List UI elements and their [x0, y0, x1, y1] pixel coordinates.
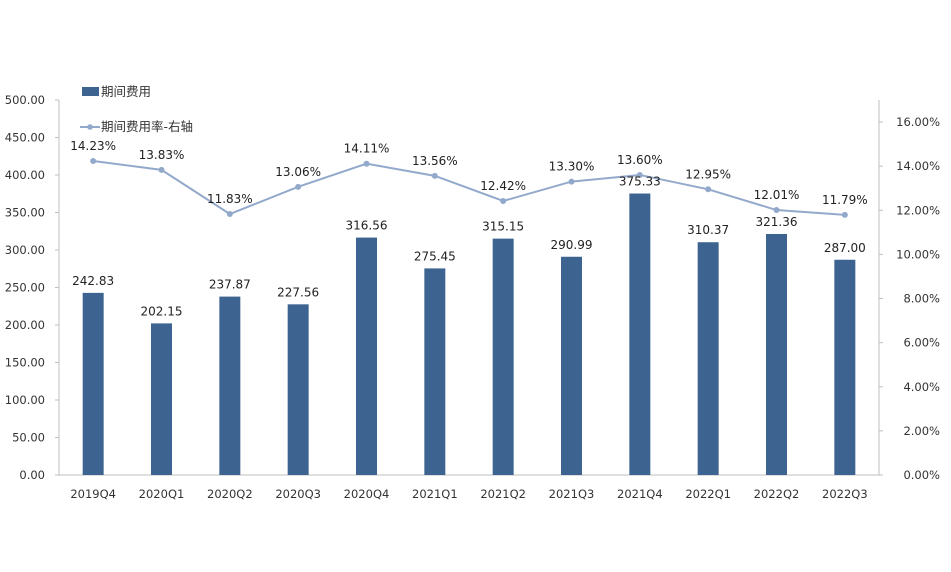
legend-line-marker — [87, 124, 93, 130]
left-tick-label: 50.00 — [12, 431, 45, 445]
rate-value-label: 13.56% — [412, 154, 458, 168]
rate-value-label: 14.23% — [70, 139, 116, 153]
rate-point — [705, 186, 712, 193]
data-labels: 242.83 202.15 237.87 227.56 316.56 275.45 315.… — [70, 139, 867, 318]
rate-value-label: 12.01% — [754, 188, 800, 202]
rate-value-label: 13.30% — [549, 160, 595, 174]
bar — [424, 268, 446, 475]
left-tick-label: 150.00 — [5, 356, 45, 370]
bar — [287, 304, 309, 475]
rate-point — [363, 160, 370, 167]
bar — [766, 233, 787, 475]
bar — [561, 256, 582, 475]
rate-line — [93, 160, 845, 216]
legend-bar-swatch — [82, 87, 99, 96]
bar-value-label: 316.56 — [346, 219, 388, 233]
x-tick-label: 2020Q1 — [139, 487, 185, 501]
rate-value-label: 13.06% — [275, 165, 321, 179]
right-tick-label: 10.00% — [896, 247, 940, 261]
rate-value-label: 12.42% — [480, 179, 526, 193]
bar-value-label: 315.15 — [482, 220, 524, 234]
rate-value-label: 13.60% — [617, 153, 663, 167]
left-tick-label: 100.00 — [5, 393, 45, 407]
bar-value-label: 227.56 — [277, 285, 319, 299]
x-tick-label: 2022Q1 — [685, 487, 731, 501]
bar-value-label: 321.36 — [756, 215, 798, 229]
rate-point — [90, 158, 97, 165]
x-tick-label: 2021Q1 — [412, 487, 458, 501]
bar-series — [82, 193, 856, 475]
rate-point — [636, 171, 643, 178]
left-tick-label: 350.00 — [5, 206, 45, 220]
left-tick-label: 0.00 — [19, 468, 45, 482]
bar-value-label: 290.99 — [551, 238, 593, 252]
bar — [697, 242, 719, 475]
left-tick-label: 200.00 — [5, 318, 45, 332]
bar — [151, 323, 172, 475]
bar-value-label: 275.45 — [414, 249, 456, 263]
bar-value-label: 242.83 — [72, 274, 114, 288]
rate-point — [568, 178, 575, 185]
bar — [219, 296, 241, 475]
right-tick-label: 8.00% — [903, 292, 940, 306]
right-tick-label: 4.00% — [903, 380, 940, 394]
rate-point — [841, 211, 848, 218]
legend-line-label: 期间费用率-右轴 — [101, 119, 193, 134]
rate-point — [431, 172, 438, 179]
bar — [834, 259, 856, 475]
rate-value-label: 14.11% — [344, 142, 390, 156]
rate-value-label: 11.83% — [207, 192, 253, 206]
bar — [629, 193, 651, 475]
left-axis: 0.00 50.00 100.00 150.00 200.00 250.00 300.00 3… — [5, 93, 60, 482]
x-tick-label: 2022Q3 — [822, 487, 868, 501]
bar-value-label: 287.00 — [824, 241, 866, 255]
left-tick-label: 400.00 — [5, 168, 45, 182]
right-tick-label: 12.00% — [896, 203, 940, 217]
rate-point — [295, 183, 302, 190]
left-tick-label: 500.00 — [5, 93, 45, 107]
bar-value-label: 202.15 — [141, 304, 183, 318]
right-axis: 0.00% 2.00% 4.00% 6.00% 8.00% 10.00% 12.00% 14.… — [878, 100, 940, 482]
rate-point — [773, 207, 780, 214]
right-tick-label: 2.00% — [903, 424, 940, 438]
left-tick-label: 450.00 — [5, 131, 45, 145]
x-tick-label: 2020Q3 — [275, 487, 321, 501]
right-tick-label: 6.00% — [903, 336, 940, 350]
rate-value-label: 11.79% — [822, 193, 868, 207]
bar — [356, 237, 377, 475]
legend-bar-label: 期间费用 — [101, 84, 151, 99]
line-series — [90, 158, 848, 218]
x-tick-label: 2021Q3 — [549, 487, 595, 501]
x-tick-label: 2020Q4 — [344, 487, 390, 501]
left-tick-label: 250.00 — [5, 281, 45, 295]
x-tick-label: 2021Q4 — [617, 487, 663, 501]
bar-value-label: 310.37 — [687, 223, 729, 237]
x-tick-label: 2020Q2 — [207, 487, 253, 501]
right-tick-label: 16.00% — [896, 115, 940, 129]
rate-point — [226, 211, 233, 218]
right-tick-label: 0.00% — [903, 468, 940, 482]
right-tick-label: 14.00% — [896, 159, 940, 173]
x-tick-label: 2019Q4 — [70, 487, 116, 501]
x-axis: 2019Q4 2020Q1 2020Q2 2020Q3 2020Q4 2021Q1 2021… — [59, 474, 879, 501]
left-tick-label: 300.00 — [5, 243, 45, 257]
rate-point — [500, 197, 507, 204]
rate-point — [158, 166, 165, 173]
rate-value-label: 13.83% — [139, 148, 185, 162]
rate-value-label: 12.95% — [685, 167, 731, 181]
legend: 期间费用 期间费用率-右轴 — [80, 84, 193, 134]
bar — [492, 238, 514, 475]
bar-value-label: 237.87 — [209, 278, 251, 292]
x-tick-label: 2022Q2 — [754, 487, 800, 501]
x-tick-label: 2021Q2 — [480, 487, 526, 501]
bar — [82, 292, 104, 475]
bar-value-label: 375.33 — [619, 175, 661, 189]
